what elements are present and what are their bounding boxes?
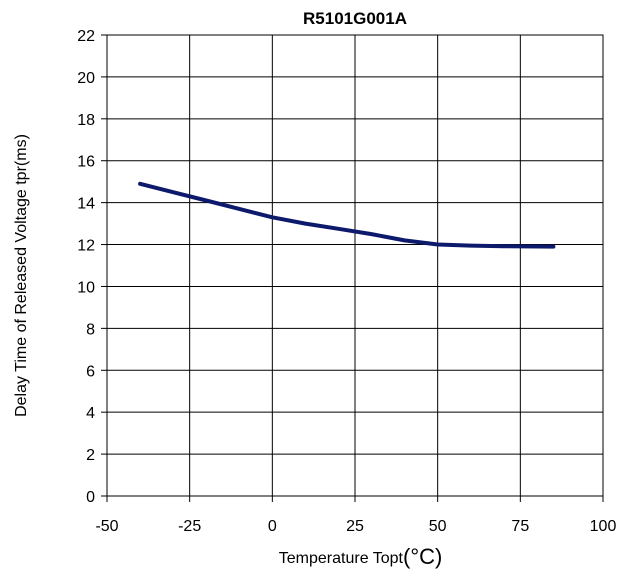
- y-tick-label: 18: [77, 112, 95, 129]
- x-tick-label: 0: [268, 518, 277, 535]
- x-tick-label: 50: [429, 518, 447, 535]
- x-tick-label: 25: [346, 518, 364, 535]
- grid: [106, 34, 604, 497]
- y-tick-label: 20: [77, 70, 95, 87]
- chart-title: R5101G001A: [303, 9, 407, 28]
- y-axis: 0 2 4 6 8 10 12 14 16 18 20 22: [77, 28, 107, 506]
- y-tick-label: 4: [86, 405, 95, 422]
- x-tick-label: 100: [590, 518, 617, 535]
- y-tick-label: 0: [86, 489, 95, 506]
- y-tick-label: 8: [86, 321, 95, 338]
- x-tick-label: 75: [511, 518, 529, 535]
- y-tick-label: 2: [86, 447, 95, 464]
- y-tick-label: 14: [77, 196, 95, 213]
- x-axis: -50 -25 0 25 50 75 100: [95, 496, 616, 535]
- y-tick-label: 12: [77, 238, 95, 255]
- x-axis-label: Temperature Topt: [279, 550, 404, 567]
- x-axis-unit: (°C): [403, 544, 442, 569]
- y-tick-label: 16: [77, 154, 95, 171]
- series-line: [138, 181, 556, 249]
- y-tick-label: 6: [86, 363, 95, 380]
- x-tick-label: -25: [178, 518, 201, 535]
- y-tick-label: 10: [77, 279, 95, 296]
- y-axis-label: Delay Time of Released Voltage tpr(ms): [13, 134, 30, 417]
- y-tick-label: 22: [77, 28, 95, 45]
- x-tick-label: -50: [95, 518, 118, 535]
